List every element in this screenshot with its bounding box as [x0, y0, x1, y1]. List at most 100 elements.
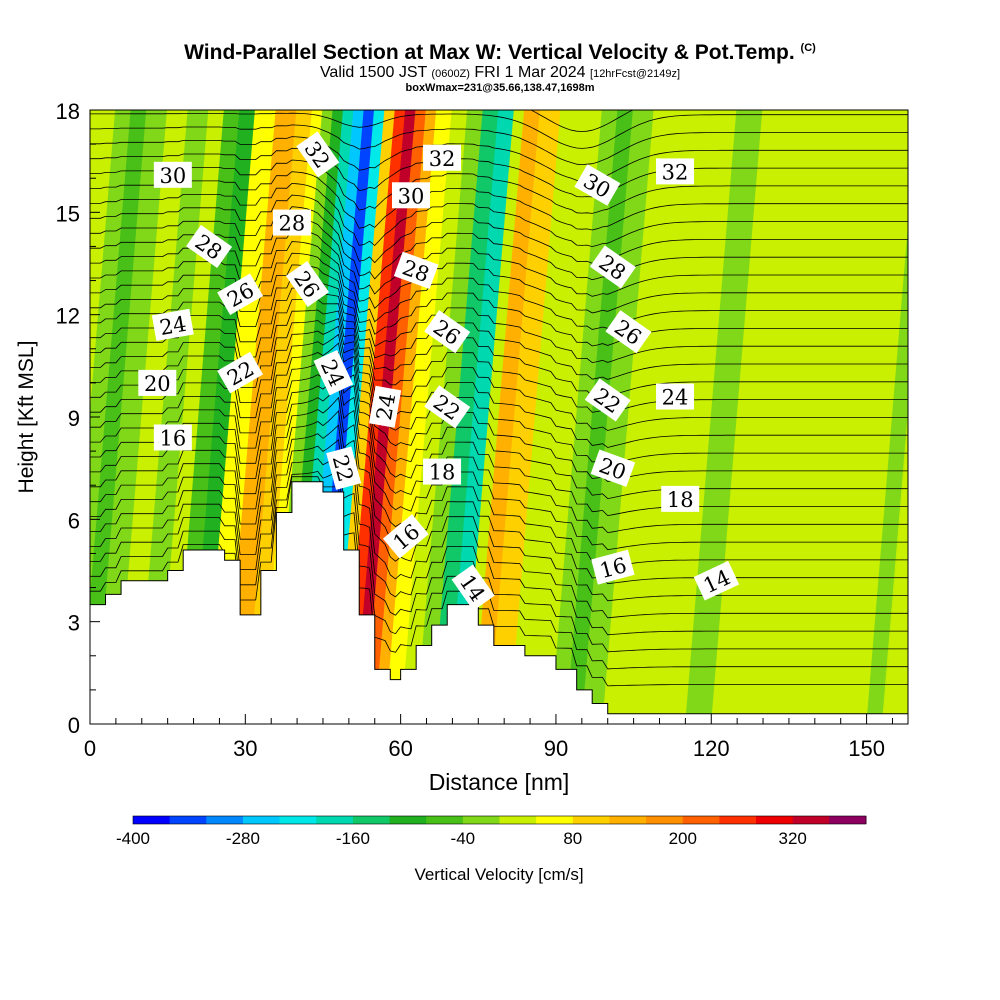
colorbar-swatch: [206, 816, 244, 824]
colorbar-swatch: [352, 816, 391, 824]
colorbar-tick-label: 80: [563, 829, 582, 848]
theta-label-text: 30: [398, 184, 425, 208]
colorbar-swatch: [572, 816, 610, 824]
theta-label-text: 32: [662, 160, 689, 184]
velocity-column: [881, 410, 908, 724]
colorbar-swatch: [133, 816, 171, 824]
velocity-column: [659, 110, 738, 724]
velocity-column: [431, 110, 500, 724]
theta-contour-line: [90, 287, 908, 397]
y-tick-label: 15: [56, 201, 80, 226]
theta-contour-line: [90, 136, 908, 182]
colorbar-tick-label: 200: [669, 829, 697, 848]
y-axis-label: Height [Kft MSL]: [15, 341, 38, 494]
colorbar-swatch: [316, 816, 354, 824]
theta-contour-line: [90, 147, 908, 198]
valid-time-utc: (0600Z): [431, 68, 470, 80]
theta-label-text: 18: [429, 461, 456, 485]
x-tick-label: 60: [388, 736, 412, 761]
theta-label-text: 24: [372, 392, 400, 422]
theta-contour-line: [90, 470, 908, 670]
theta-label: 24: [151, 308, 194, 342]
theta-label: 28: [272, 209, 311, 236]
theta-contour-line: [90, 182, 908, 248]
theta-contour-line: [90, 396, 908, 585]
theta-contour-line: [90, 171, 908, 231]
theta-label: 16: [591, 549, 635, 585]
colorbar-swatch: [389, 816, 427, 824]
theta-label-text: 32: [429, 147, 456, 171]
theta-contour-line: [90, 351, 908, 517]
theta-label: 22: [326, 446, 362, 490]
colorbar-swatch: [609, 816, 647, 824]
colorbar-tick-label: 320: [779, 829, 807, 848]
chart-title-block: Wind-Parallel Section at Max W: Vertical…: [0, 36, 1000, 94]
colorbar-label: Vertical Velocity [cm/s]: [414, 865, 583, 884]
theta-label-text: 16: [159, 426, 186, 450]
velocity-column: [94, 110, 168, 724]
theta-label: 18: [423, 458, 462, 485]
colorbar-swatch: [682, 816, 720, 824]
theta-contour-line: [90, 112, 908, 149]
theta-contour-line: [90, 454, 908, 653]
x-tick-label: 0: [84, 736, 96, 761]
theta-label: 24: [368, 385, 402, 428]
theta-contour-line: [90, 206, 908, 281]
velocity-column: [384, 110, 453, 724]
theta-contour-line: [90, 424, 908, 619]
theta-contour-line: [90, 252, 908, 347]
y-tick-label: 6: [68, 508, 80, 533]
theta-contour-line: [90, 124, 908, 166]
theta-contour-line: [90, 342, 908, 500]
velocity-column: [529, 110, 603, 724]
theta-contour-line: [90, 361, 908, 534]
theta-contour-line: [90, 333, 908, 483]
colorbar-swatch: [719, 816, 757, 824]
x-tick-label: 150: [848, 736, 885, 761]
colorbar-tick-label: -40: [451, 829, 476, 848]
colorbar-swatch: [242, 816, 281, 824]
colorbar-swatch: [499, 816, 537, 824]
theta-contour-line: [90, 410, 908, 602]
colorbar-tick-label: -280: [226, 829, 260, 848]
theta-label: 16: [153, 424, 192, 451]
chart-title: Wind-Parallel Section at Max W: Vertical…: [184, 41, 795, 64]
colorbar-tick-label: -160: [336, 829, 370, 848]
theta-label-text: 20: [144, 372, 171, 396]
theta-contour-line: [90, 194, 908, 264]
theta-label: 18: [661, 485, 700, 512]
x-axis-label: Distance [nm]: [429, 769, 570, 795]
theta-contour-line: [90, 317, 908, 448]
theta-contour-line: [90, 159, 908, 214]
theta-contour-line: [90, 439, 908, 636]
y-tick-label: 12: [56, 304, 80, 329]
colorbar-swatch: [792, 816, 830, 824]
valid-time-line: Valid 1500 JST (0600Z) FRI 1 Mar 2024 [1…: [0, 65, 1000, 82]
theta-contour-line: [90, 217, 908, 297]
valid-time: Valid 1500 JST: [319, 64, 427, 81]
x-tick-label: 120: [693, 736, 730, 761]
theta-label-text: 24: [158, 312, 188, 340]
theta-contour-line: [90, 476, 908, 687]
theta-label: 20: [138, 369, 177, 396]
x-tick-label: 90: [544, 736, 568, 761]
forecast-info: [12hrFcst@2149z]: [590, 68, 681, 80]
colorbar-swatch: [756, 816, 794, 824]
valid-date: FRI 1 Mar 2024: [474, 64, 586, 81]
y-tick-label: 18: [56, 99, 80, 124]
velocity-column: [866, 224, 908, 724]
colorbar-swatch: [169, 816, 207, 824]
theta-label-text: 30: [159, 164, 186, 188]
theta-label: 24: [656, 383, 695, 410]
theta-contour-line: [90, 241, 908, 330]
chart-title-line: Wind-Parallel Section at Max W: Vertical…: [0, 36, 1000, 65]
y-tick-label: 9: [68, 406, 80, 431]
axes: 0 30 60 90 120 150 0 3 6 9 12 15 18: [56, 99, 893, 761]
theta-label: 30: [153, 161, 192, 188]
y-tick-label: 3: [68, 611, 80, 636]
velocity-column: [462, 110, 526, 724]
theta-contour-line: [90, 384, 908, 568]
theta-contour-line: [90, 299, 908, 414]
copyright-mark: (C): [800, 42, 816, 54]
